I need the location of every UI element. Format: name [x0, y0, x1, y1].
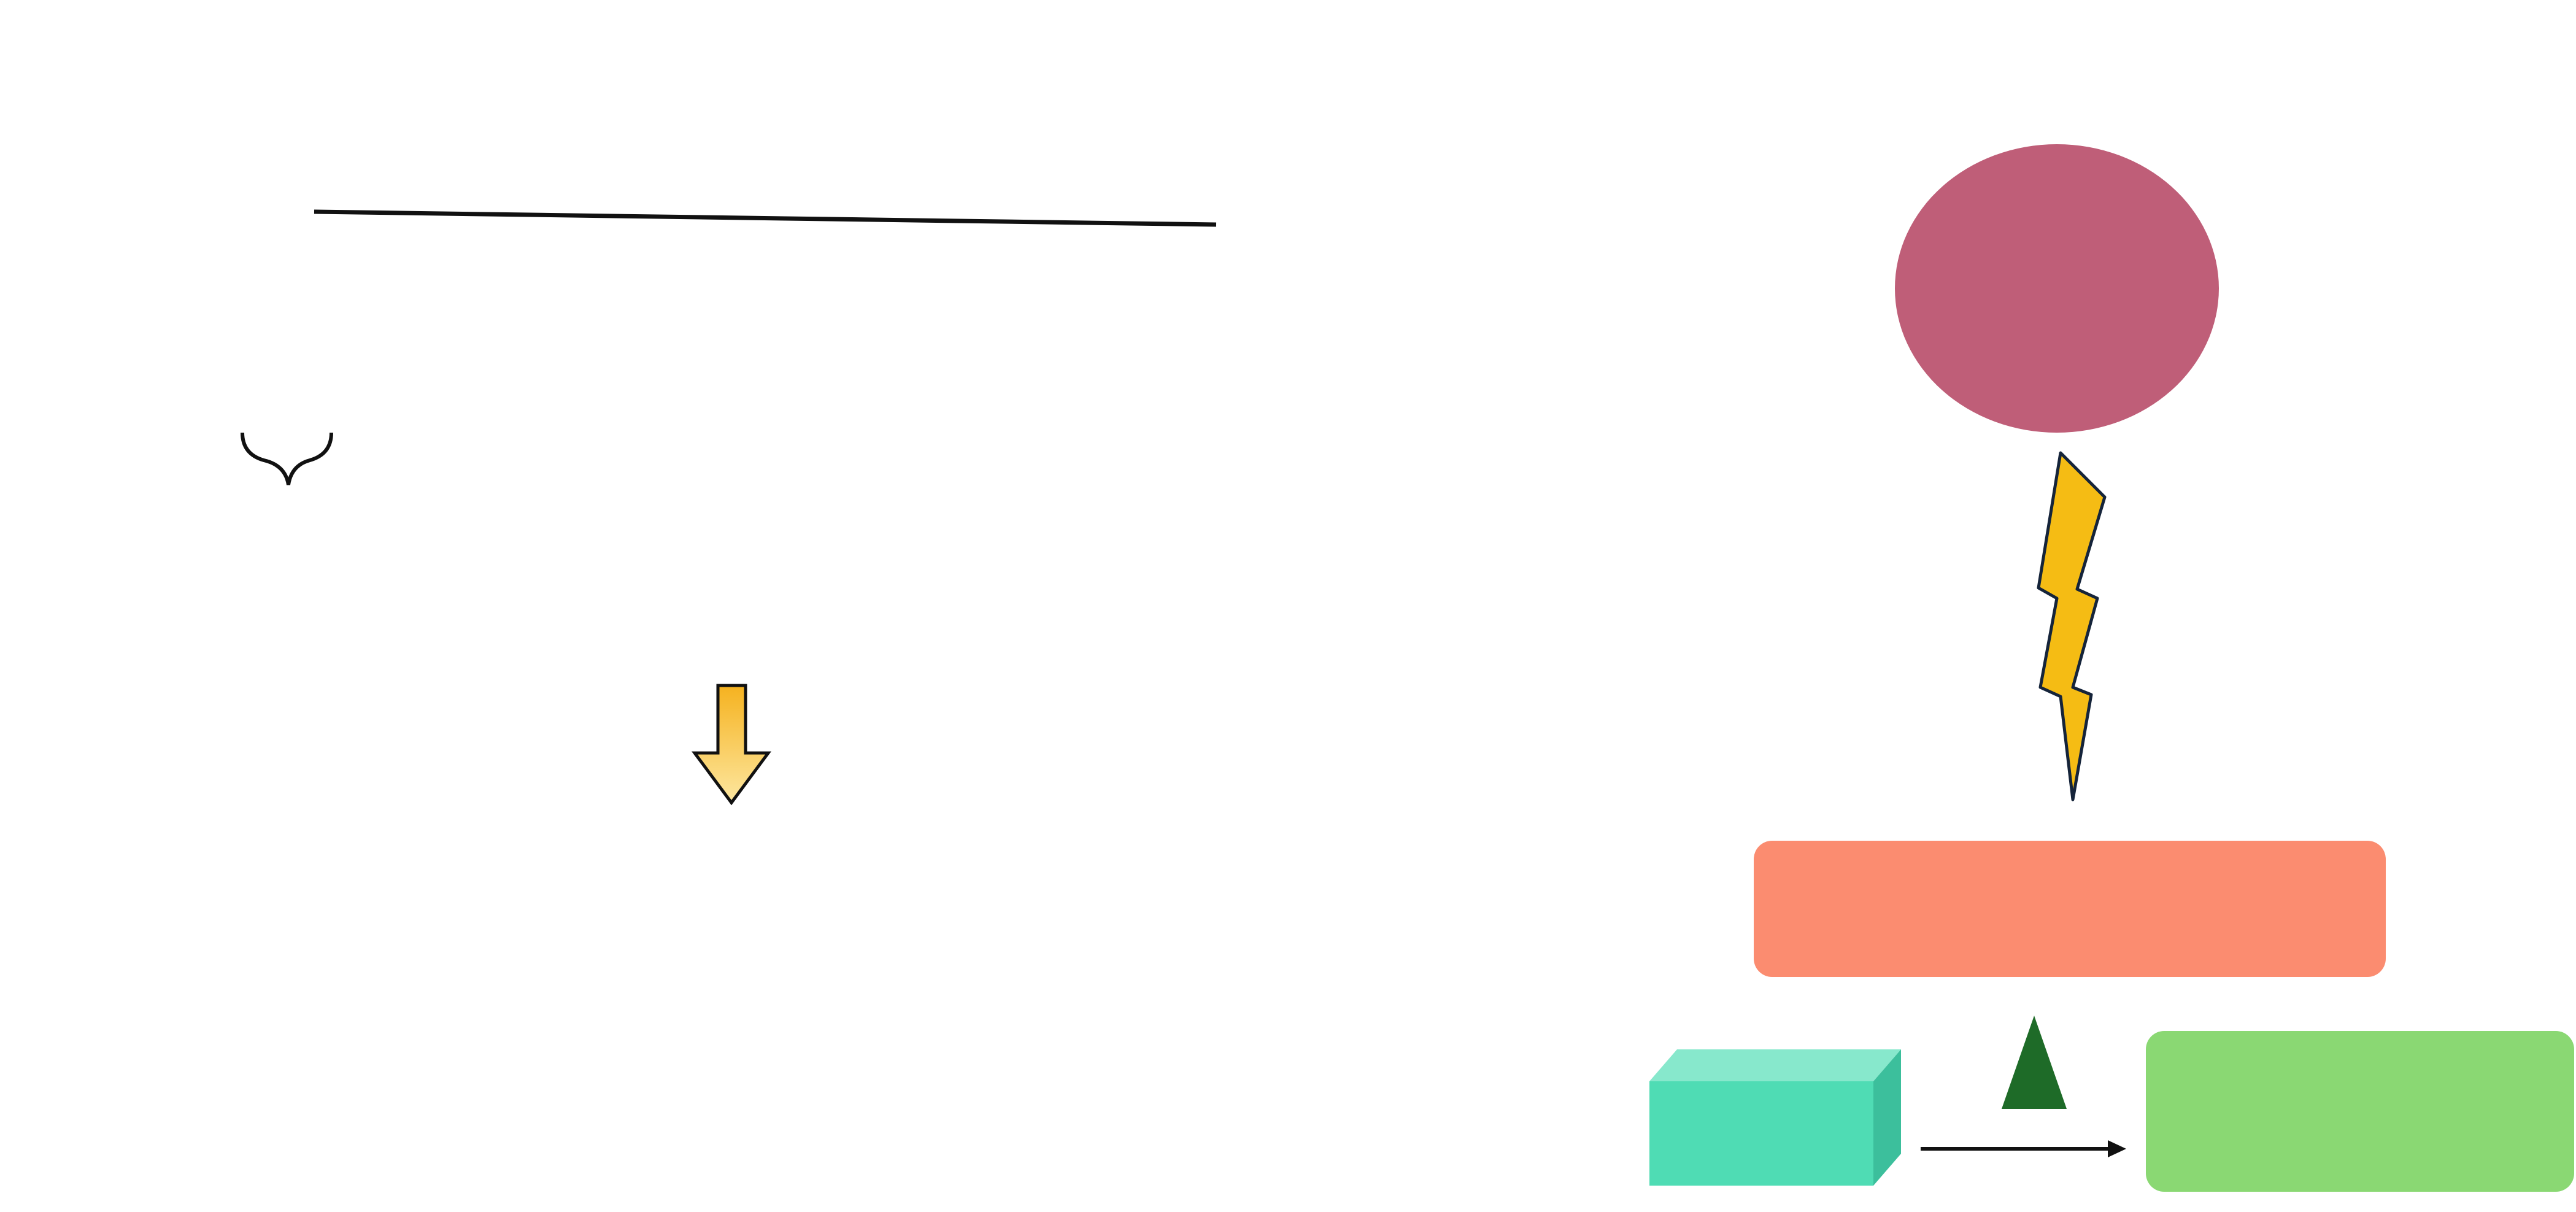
up-triangle-icon — [2002, 1016, 2067, 1109]
ac-powder-box-side — [1873, 1049, 1901, 1186]
right-arrow-head-icon — [2108, 1140, 2126, 1157]
bracket-top-line — [314, 209, 1217, 227]
lightning-bolt-icon — [2037, 451, 2107, 801]
ac-powder-box-top — [1649, 1049, 1901, 1081]
ac-powder-box-front — [1649, 1081, 1873, 1186]
down-arrow-icon — [692, 684, 771, 806]
poor-health-ellipse — [1895, 144, 2219, 433]
trikatu-brace — [241, 432, 333, 485]
correct-box — [2146, 1031, 2574, 1192]
dysfunction-box — [1754, 841, 2386, 977]
